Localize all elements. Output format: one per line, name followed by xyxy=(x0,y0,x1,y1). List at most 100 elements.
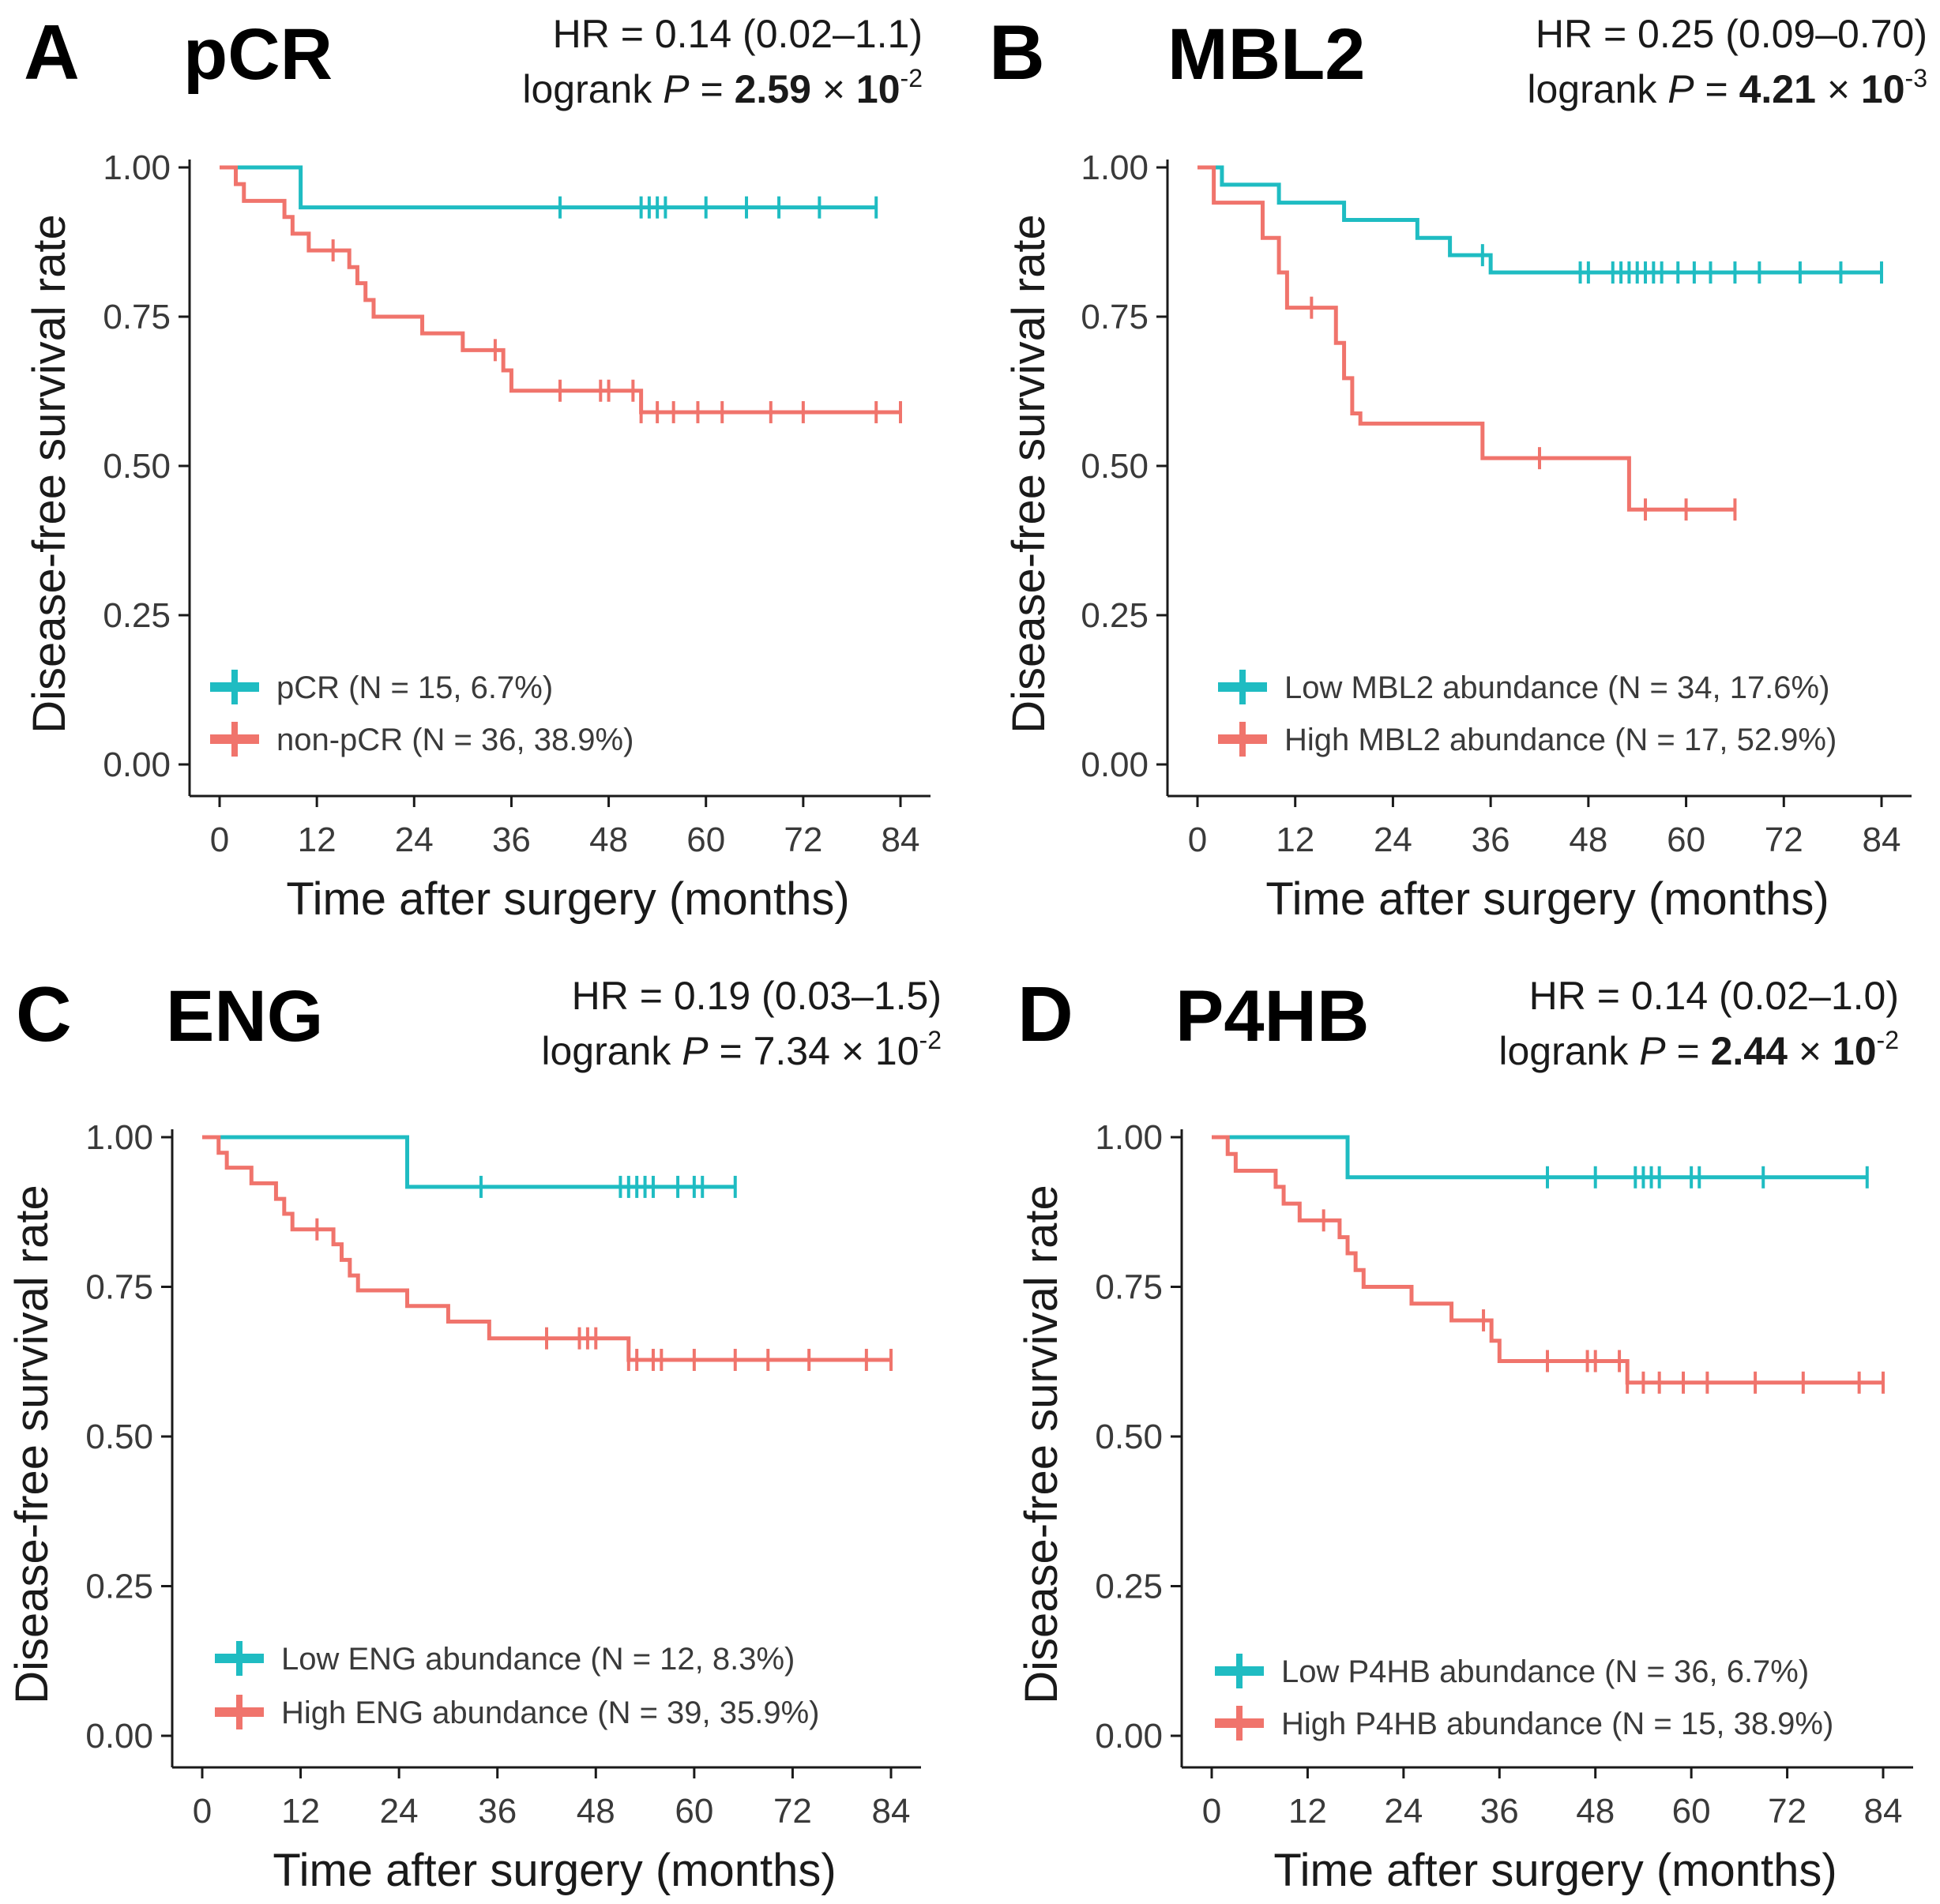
legend-label-high: High MBL2 abundance (N = 17, 52.9%) xyxy=(1284,723,1837,757)
legend-label-high: non-pCR (N = 36, 38.9%) xyxy=(276,723,634,757)
legend-label-low: Low MBL2 abundance (N = 34, 17.6%) xyxy=(1284,670,1829,705)
x-tick-label: 36 xyxy=(492,821,531,859)
x-axis-title: Time after surgery (months) xyxy=(1273,1845,1837,1896)
legend-label-low: pCR (N = 15, 6.7%) xyxy=(276,670,553,705)
km-curve-high xyxy=(1212,1135,1883,1385)
p-equals: = xyxy=(1666,1029,1711,1073)
x-axis-title: Time after surgery (months) xyxy=(286,873,849,925)
panel-letter: B xyxy=(989,9,1045,96)
panel-title: MBL2 xyxy=(1167,14,1365,95)
p-base: 10 xyxy=(875,1029,919,1073)
hazard-ratio-text: HR = 0.19 (0.03–1.5) xyxy=(572,974,942,1018)
y-tick-label: 1.00 xyxy=(1095,1118,1163,1157)
p-exponent: -2 xyxy=(1877,1026,1899,1054)
x-tick-label: 72 xyxy=(1768,1792,1807,1831)
x-tick-label: 0 xyxy=(210,821,229,859)
x-tick-label: 12 xyxy=(1288,1792,1327,1831)
p-base: 10 xyxy=(1833,1029,1877,1073)
x-axis-title: Time after surgery (months) xyxy=(1265,873,1829,925)
panel-b: B MBL2 HR = 0.25 (0.09–0.70) logrank P = 4.… xyxy=(989,9,1927,925)
y-tick-label: 0.50 xyxy=(1095,1418,1163,1456)
x-tick-label: 60 xyxy=(1667,821,1705,859)
y-tick-label: 0.25 xyxy=(103,596,171,635)
x-tick-label: 12 xyxy=(298,821,336,859)
p-times: × xyxy=(811,67,856,111)
x-tick-label: 0 xyxy=(1202,1792,1221,1831)
y-tick-label: 0.25 xyxy=(1081,596,1149,635)
km-curve-high xyxy=(202,1135,891,1362)
x-tick-label: 72 xyxy=(784,821,822,859)
panel-letter: C xyxy=(16,971,72,1057)
x-tick-label: 48 xyxy=(1569,821,1607,859)
km-curve-low xyxy=(220,165,877,210)
legend-label-high: High P4HB abundance (N = 15, 38.9%) xyxy=(1281,1707,1833,1741)
p-times: × xyxy=(1816,67,1861,111)
y-axis-title: Disease-free survival rate xyxy=(24,214,75,734)
x-tick-label: 84 xyxy=(1863,821,1901,859)
x-tick-label: 12 xyxy=(281,1792,320,1831)
x-axis-title: Time after surgery (months) xyxy=(273,1845,836,1896)
logrank-label: logrank xyxy=(522,67,663,111)
legend-label-high: High ENG abundance (N = 39, 35.9%) xyxy=(281,1696,820,1730)
panel-letter: D xyxy=(1017,971,1073,1057)
x-tick-label: 48 xyxy=(577,1792,615,1831)
x-tick-label: 60 xyxy=(686,821,725,859)
x-tick-label: 24 xyxy=(395,821,434,859)
logrank-p-text: logrank P = 2.44 × 10-2 xyxy=(1498,1026,1899,1073)
logrank-p-text: logrank P = 2.59 × 10-2 xyxy=(522,64,923,111)
y-tick-label: 1.00 xyxy=(85,1118,153,1157)
km-curve-low xyxy=(1197,165,1882,275)
y-tick-label: 1.00 xyxy=(1081,148,1149,187)
y-axis-title: Disease-free survival rate xyxy=(1016,1185,1067,1704)
y-tick-label: 0.75 xyxy=(103,298,171,336)
y-axis-title: Disease-free survival rate xyxy=(1003,214,1055,734)
p-symbol: P xyxy=(663,67,690,111)
km-curve-high xyxy=(220,165,900,415)
y-tick-label: 0.00 xyxy=(103,745,171,784)
km-curve-low xyxy=(202,1135,735,1189)
y-tick-label: 0.75 xyxy=(1095,1268,1163,1307)
hazard-ratio-text: HR = 0.14 (0.02–1.0) xyxy=(1529,974,1899,1018)
km-curve-high xyxy=(1197,165,1735,512)
y-tick-label: 1.00 xyxy=(103,148,171,187)
x-tick-label: 84 xyxy=(1864,1792,1903,1831)
x-tick-label: 36 xyxy=(1480,1792,1519,1831)
logrank-label: logrank xyxy=(1498,1029,1639,1073)
p-mantissa: 4.21 xyxy=(1739,67,1816,111)
x-tick-label: 24 xyxy=(1374,821,1412,859)
p-symbol: P xyxy=(1639,1029,1666,1073)
logrank-p-text: logrank P = 7.34 × 10-2 xyxy=(541,1026,942,1073)
x-tick-label: 36 xyxy=(478,1792,517,1831)
x-tick-label: 72 xyxy=(1765,821,1803,859)
y-tick-label: 0.00 xyxy=(85,1717,153,1756)
x-tick-label: 0 xyxy=(193,1792,212,1831)
p-times: × xyxy=(830,1029,875,1073)
hazard-ratio-text: HR = 0.25 (0.09–0.70) xyxy=(1536,12,1927,56)
p-times: × xyxy=(1788,1029,1833,1073)
panel-letter: A xyxy=(24,9,80,96)
logrank-label: logrank xyxy=(541,1029,682,1073)
p-exponent: -2 xyxy=(919,1026,942,1054)
y-tick-label: 0.00 xyxy=(1081,745,1149,784)
x-tick-label: 48 xyxy=(589,821,628,859)
x-tick-label: 84 xyxy=(882,821,920,859)
p-mantissa: 2.44 xyxy=(1711,1029,1788,1073)
x-tick-label: 12 xyxy=(1276,821,1314,859)
x-tick-label: 60 xyxy=(675,1792,713,1831)
p-mantissa: 2.59 xyxy=(735,67,811,111)
p-exponent: -3 xyxy=(1905,64,1927,92)
panel-title: ENG xyxy=(166,976,323,1057)
y-tick-label: 0.75 xyxy=(1081,298,1149,336)
p-symbol: P xyxy=(682,1029,709,1073)
p-exponent: -2 xyxy=(900,64,923,92)
y-tick-label: 0.00 xyxy=(1095,1717,1163,1756)
x-tick-label: 24 xyxy=(1384,1792,1423,1831)
x-tick-label: 60 xyxy=(1672,1792,1711,1831)
y-tick-label: 0.50 xyxy=(85,1418,153,1456)
km-curve-low xyxy=(1212,1135,1867,1180)
logrank-label: logrank xyxy=(1527,67,1667,111)
panel-title: P4HB xyxy=(1175,976,1369,1057)
